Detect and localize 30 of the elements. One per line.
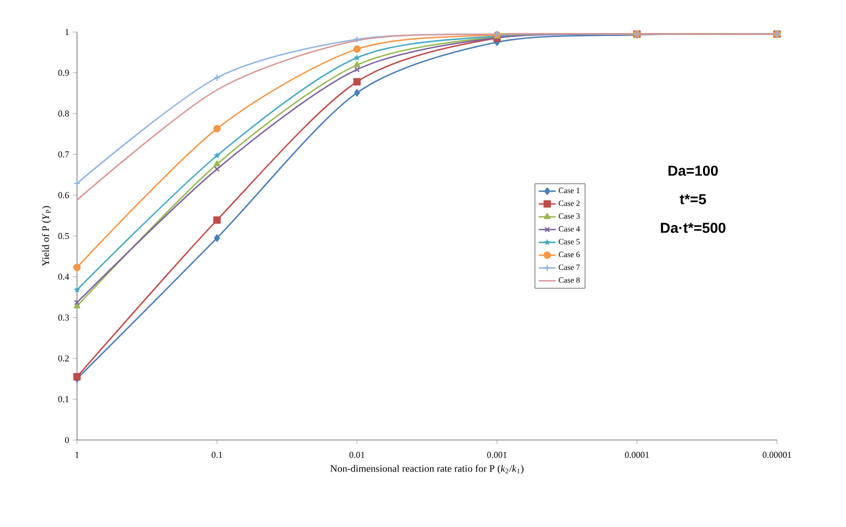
x-tick-label: 0.01 bbox=[349, 452, 364, 458]
y-tick-label: 1 bbox=[65, 29, 69, 35]
annotation: Da=100 bbox=[668, 166, 718, 176]
y-tick-label: 0.9 bbox=[58, 70, 69, 76]
legend-label: Case 6 bbox=[558, 252, 580, 258]
y-tick-label: 0.7 bbox=[58, 151, 69, 158]
y-tick-label: 0.1 bbox=[58, 396, 69, 402]
x-tick-label: 0.001 bbox=[487, 452, 507, 458]
y-tick-label: 0.8 bbox=[58, 110, 69, 117]
annotation: t*=5 bbox=[680, 194, 706, 204]
legend-label: Case 8 bbox=[558, 277, 580, 283]
legend-label: Case 4 bbox=[558, 226, 580, 232]
legend-label: Case 3 bbox=[558, 213, 580, 219]
y-tick-label: 0.4 bbox=[58, 274, 70, 280]
legend-label: Case 7 bbox=[558, 264, 580, 270]
y-tick-label: 0.5 bbox=[58, 232, 69, 240]
y-tick-label: 0 bbox=[65, 436, 69, 444]
y-axis-title: Yield of P (Y$_{P}$) bbox=[42, 206, 52, 266]
x-tick-label: 1 bbox=[76, 452, 79, 458]
y-tick-label: 0.6 bbox=[58, 192, 69, 198]
y-tick-label: 0.3 bbox=[58, 314, 69, 321]
legend-label: Case 5 bbox=[558, 238, 580, 244]
x-axis-title: Non-dimensional reaction rate ratio for P (k$_{2}$/k$_{1}$) bbox=[330, 464, 524, 474]
annotation: Da·t*=500 bbox=[660, 222, 726, 233]
x-tick-label: 0.00001 bbox=[762, 452, 792, 458]
x-tick-label: 0.0001 bbox=[624, 452, 649, 458]
y-tick-label: 0.2 bbox=[58, 355, 69, 362]
legend-label: Case 2 bbox=[558, 200, 580, 206]
x-tick-label: 0.1 bbox=[212, 452, 222, 458]
legend-label: Case 1 bbox=[558, 188, 580, 194]
